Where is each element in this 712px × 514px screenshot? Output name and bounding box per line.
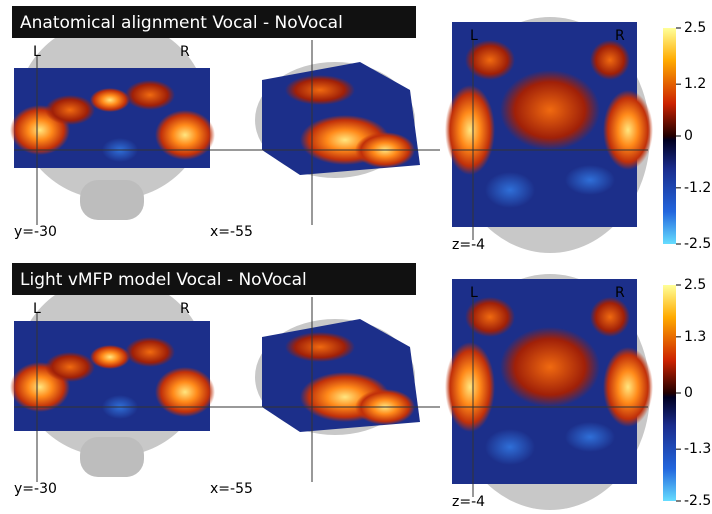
activation bbox=[565, 165, 615, 195]
colorbar-tick-label: 0 bbox=[684, 385, 693, 401]
anatomy bbox=[80, 180, 144, 220]
activation bbox=[90, 345, 130, 369]
brain-views: Light vMFP model Vocal - NoVocal L Ry=-30 x… bbox=[10, 263, 711, 510]
colorbar bbox=[663, 28, 676, 244]
activation bbox=[590, 297, 630, 337]
coord-label: y=-30 bbox=[14, 481, 57, 497]
orientation-label: R bbox=[615, 285, 625, 301]
colorbar-tick-label: -2.5 bbox=[684, 236, 711, 252]
colorbar-tick-label: 1.3 bbox=[684, 329, 706, 345]
activation bbox=[485, 172, 535, 208]
coord-label: x=-55 bbox=[210, 224, 253, 240]
activation bbox=[125, 337, 175, 367]
activation bbox=[500, 327, 600, 407]
orientation-label: R bbox=[180, 44, 190, 60]
activation bbox=[90, 88, 130, 112]
coord-label: y=-30 bbox=[14, 224, 57, 240]
panel-title: Anatomical alignment Vocal - NoVocal bbox=[20, 13, 343, 33]
activation bbox=[445, 342, 495, 432]
activation bbox=[565, 422, 615, 452]
orientation-label: L bbox=[33, 44, 41, 60]
activation bbox=[45, 95, 95, 125]
orientation-label: L bbox=[470, 28, 478, 44]
activation bbox=[603, 90, 653, 170]
orientation-label: R bbox=[180, 301, 190, 317]
colorbar bbox=[663, 285, 676, 501]
colorbar-tick-label: -1.3 bbox=[684, 441, 711, 457]
anatomy bbox=[80, 437, 144, 477]
activation bbox=[125, 80, 175, 110]
orientation-label: L bbox=[33, 301, 41, 317]
panel-title: Light vMFP model Vocal - NoVocal bbox=[20, 270, 307, 290]
colorbar-tick-label: 2.5 bbox=[684, 277, 706, 293]
activation bbox=[285, 75, 355, 105]
activation bbox=[285, 332, 355, 362]
brain-views: Anatomical alignment Vocal - NoVocal L Ry=… bbox=[10, 6, 711, 253]
activation bbox=[45, 352, 95, 382]
colorbar-tick-label: 0 bbox=[684, 128, 693, 144]
activation bbox=[445, 85, 495, 175]
coord-label: z=-4 bbox=[452, 237, 485, 253]
activation bbox=[603, 347, 653, 427]
activation bbox=[485, 429, 535, 465]
colorbar-tick-label: -2.5 bbox=[684, 493, 711, 509]
figure: Anatomical alignment Vocal - NoVocal L Ry=… bbox=[0, 0, 712, 514]
activation bbox=[155, 367, 215, 417]
activation bbox=[500, 70, 600, 150]
activation bbox=[590, 40, 630, 80]
activation bbox=[155, 110, 215, 160]
colorbar-tick-label: -1.2 bbox=[684, 180, 711, 196]
orientation-label: R bbox=[615, 28, 625, 44]
colorbar-tick-label: 1.2 bbox=[684, 76, 706, 92]
colorbar-tick-label: 2.5 bbox=[684, 20, 706, 36]
coord-label: x=-55 bbox=[210, 481, 253, 497]
orientation-label: L bbox=[470, 285, 478, 301]
coord-label: z=-4 bbox=[452, 494, 485, 510]
